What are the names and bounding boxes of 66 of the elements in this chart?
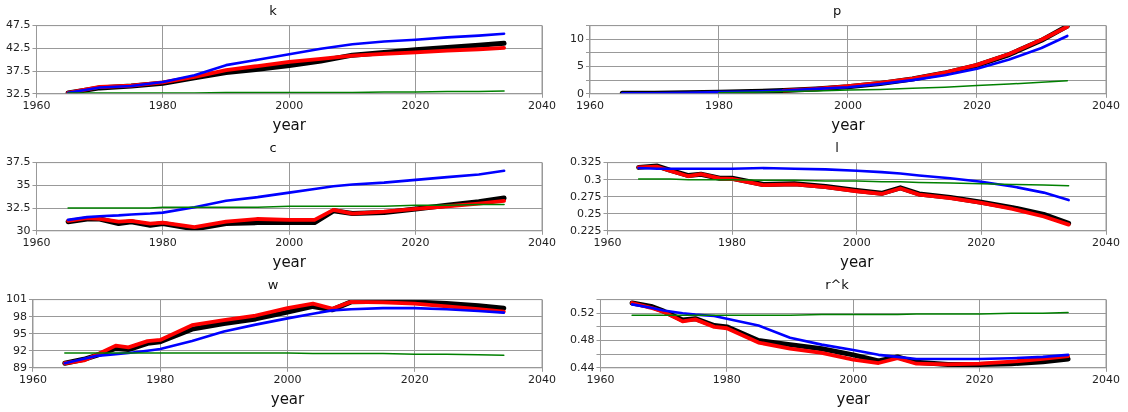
x-tick-label: 2020 — [400, 373, 429, 387]
x-tick-label: 1980 — [148, 236, 177, 250]
y-tick-label: 5 — [577, 59, 584, 73]
y-tick-label: 0.44 — [569, 360, 595, 374]
x-tick-label: 2020 — [963, 99, 991, 113]
y-tick-label: 95 — [13, 326, 27, 340]
x-axis-title: year — [272, 252, 307, 271]
chart-title: p — [832, 3, 842, 19]
x-axis-title: year — [272, 115, 307, 134]
y-tick-label: 37.5 — [5, 63, 31, 77]
x-tick-label: 2040 — [1092, 99, 1120, 113]
x-tick-label: 1960 — [593, 236, 622, 250]
y-tick-label: 0 — [577, 86, 584, 100]
x-tick-label: 1980 — [705, 99, 733, 113]
x-axis-title: year — [270, 389, 306, 408]
chart-title: r^k — [825, 277, 850, 293]
y-tick-label: 30 — [16, 223, 31, 237]
x-tick-label: 2000 — [273, 373, 302, 387]
x-tick-label: 1960 — [19, 373, 47, 387]
chart-title: l — [835, 140, 839, 156]
x-tick-label: 1980 — [146, 373, 175, 387]
x-tick-label: 2020 — [401, 236, 430, 250]
y-tick-label: 98 — [13, 309, 27, 323]
y-tick-label: 0.275 — [569, 189, 602, 203]
x-axis-title: year — [840, 252, 875, 271]
x-axis-title: year — [836, 389, 871, 408]
chart-title: w — [267, 277, 279, 293]
x-tick-label: 1960 — [22, 236, 51, 250]
x-tick-label: 2040 — [1092, 236, 1120, 250]
x-tick-label: 2040 — [1092, 373, 1120, 387]
x-tick-label: 2000 — [839, 373, 868, 387]
x-tick-label: 1960 — [586, 373, 615, 387]
x-tick-label: 2000 — [842, 236, 871, 250]
x-tick-label: 1960 — [576, 99, 604, 113]
y-tick-label: 89 — [13, 360, 27, 374]
x-tick-label: 2040 — [528, 99, 556, 113]
y-tick-label: 35 — [16, 178, 31, 192]
y-tick-label: 0.48 — [569, 333, 595, 347]
y-tick-label: 0.25 — [576, 206, 602, 220]
y-tick-label: 0.325 — [569, 155, 602, 169]
y-tick-label: 37.5 — [5, 155, 31, 169]
x-tick-label: 2020 — [965, 373, 994, 387]
y-tick-label: 32.5 — [5, 86, 31, 100]
y-tick-label: 32.5 — [5, 200, 31, 214]
y-tick-label: 101 — [6, 292, 27, 306]
x-tick-label: 2000 — [275, 236, 304, 250]
y-tick-label: 0.225 — [569, 223, 602, 237]
y-tick-label: 92 — [13, 343, 27, 357]
x-tick-label: 2020 — [401, 99, 430, 113]
y-tick-label: 10 — [570, 32, 584, 46]
x-tick-label: 2040 — [528, 236, 556, 250]
x-axis-title: year — [831, 115, 866, 134]
chart-title: c — [269, 140, 277, 156]
y-tick-label: 0.3 — [583, 172, 602, 186]
x-tick-label: 1980 — [712, 373, 741, 387]
chart-title: k — [269, 3, 278, 19]
x-tick-label: 1980 — [148, 99, 177, 113]
x-tick-label: 2020 — [967, 236, 996, 250]
x-tick-label: 2040 — [528, 373, 556, 387]
x-tick-label: 1980 — [718, 236, 747, 250]
y-tick-label: 47.5 — [5, 18, 31, 32]
y-tick-label: 42.5 — [5, 41, 31, 55]
x-tick-label: 2000 — [834, 99, 862, 113]
y-tick-label: 0.52 — [569, 306, 595, 320]
x-tick-label: 2000 — [275, 99, 304, 113]
x-tick-label: 1960 — [22, 99, 51, 113]
